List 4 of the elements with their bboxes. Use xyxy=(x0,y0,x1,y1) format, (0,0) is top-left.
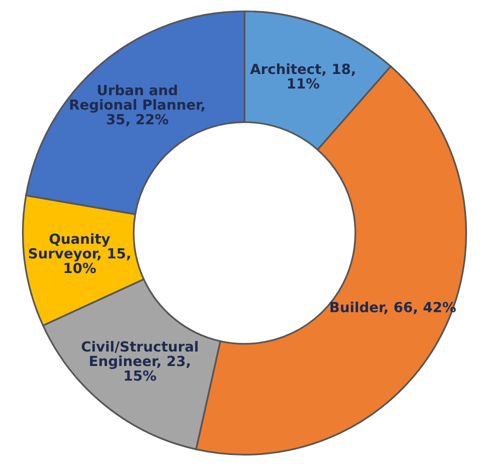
slice-label: Quanity Surveyor, 15, 10% xyxy=(28,233,130,274)
slice-label: Civil/Structural Engineer, 23, 15% xyxy=(82,340,198,381)
slice-label: Architect, 18, 11% xyxy=(250,63,355,89)
slice-label: Urban and Regional Planner, 35, 22% xyxy=(70,84,204,126)
